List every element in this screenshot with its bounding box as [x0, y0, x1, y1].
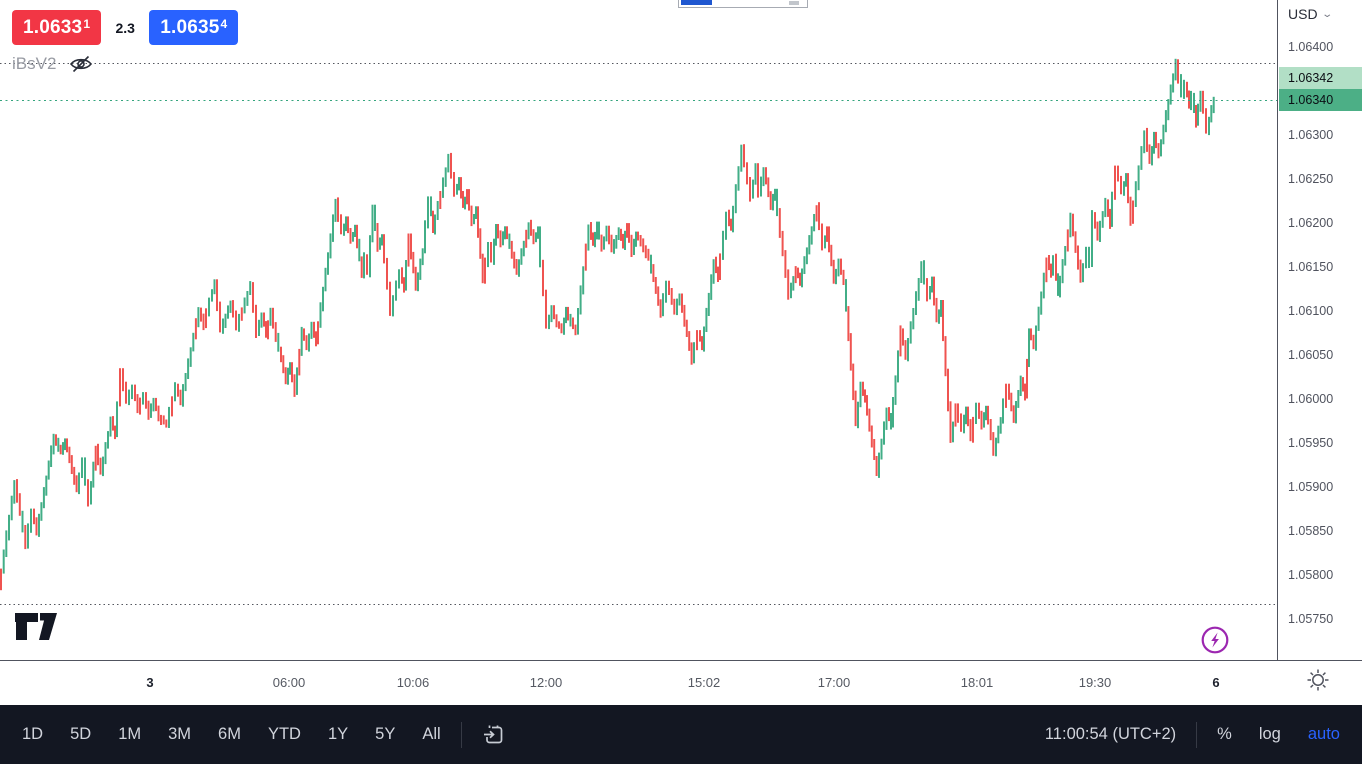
spread-value: 2.3: [115, 19, 135, 36]
tradingview-logo[interactable]: [15, 611, 61, 643]
price-tick: 1.05800: [1288, 568, 1334, 582]
toolbar-blue-segment: [681, 0, 712, 5]
price-tick: 1.06150: [1288, 260, 1334, 274]
eye-hidden-icon[interactable]: [68, 54, 94, 74]
bid-price-pip: 1: [83, 16, 91, 31]
high-price-label: 1.06342: [1279, 67, 1362, 89]
price-tick: 1.06200: [1288, 216, 1334, 230]
ask-price: 1.0635: [160, 16, 220, 38]
time-tick: 17:00: [817, 675, 851, 690]
indicator-name: iBsV2: [12, 54, 57, 73]
indicator-legend: iBsV2: [12, 54, 94, 74]
time-tick: 3: [146, 675, 154, 690]
auto-scale-button[interactable]: auto: [1307, 725, 1340, 743]
time-axis[interactable]: 3 06:00 10:06 12:00 15:02 17:00 18:01 19:30 6: [0, 660, 1362, 705]
time-tick: 19:30: [1078, 675, 1112, 690]
price-tick: 1.06300: [1288, 128, 1334, 142]
time-tick: 12:00: [529, 675, 563, 690]
log-scale-button[interactable]: log: [1258, 725, 1281, 743]
toolbar-divider: [1196, 721, 1198, 748]
last-price-label: 1.06340: [1279, 89, 1362, 111]
time-tick: 18:01: [960, 675, 994, 690]
price-scale-settings-gear-icon[interactable]: [1306, 668, 1330, 692]
range-button-6m[interactable]: 6M: [218, 725, 241, 743]
ask-price-pip: 4: [220, 16, 228, 31]
percent-scale-button[interactable]: %: [1217, 725, 1232, 743]
currency-label: USD: [1288, 6, 1318, 22]
price-tick: 1.05950: [1288, 436, 1334, 450]
bid-price-button[interactable]: 1.0633 1: [12, 10, 102, 45]
price-tick: 1.06100: [1288, 304, 1334, 318]
floating-toolbar-cutoff[interactable]: [678, 0, 808, 8]
session-clock[interactable]: 11:00:54 (UTC+2): [1044, 725, 1177, 743]
range-button-5d[interactable]: 5D: [70, 725, 92, 743]
time-tick: 06:00: [272, 675, 306, 690]
scale-buttons: % log auto: [1217, 725, 1340, 744]
price-tick: 1.05900: [1288, 480, 1334, 494]
price-tick: 1.05850: [1288, 524, 1334, 538]
low-price-dotted-line: [0, 604, 1277, 605]
date-range-buttons: 1D 5D 1M 3M 6M YTD 1Y 5Y All: [22, 725, 441, 744]
ask-price-button[interactable]: 1.0635 4: [149, 10, 239, 45]
range-button-1d[interactable]: 1D: [22, 725, 44, 743]
go-to-date-calendar-icon[interactable]: [482, 723, 506, 747]
toolbar-gray-segment: [789, 1, 799, 5]
range-button-1m[interactable]: 1M: [118, 725, 142, 743]
price-tick: 1.06400: [1288, 40, 1334, 54]
high-price-dotted-line: [0, 63, 1277, 64]
price-tick: 1.06050: [1288, 348, 1334, 362]
quote-bar: 1.0633 1 2.3 1.0635 4: [12, 10, 239, 45]
range-button-1y[interactable]: 1Y: [327, 725, 349, 743]
bid-price: 1.0633: [23, 16, 83, 38]
range-button-3m[interactable]: 3M: [168, 725, 192, 743]
price-tick: 1.05750: [1288, 612, 1334, 626]
last-price-dotted-line: [0, 100, 1277, 101]
currency-dropdown[interactable]: USD ⌄: [1288, 6, 1333, 22]
range-button-ytd[interactable]: YTD: [267, 725, 301, 743]
price-axis[interactable]: USD ⌄ 1.06400 1.06300 1.06250 1.06200 1.0615…: [1277, 0, 1362, 660]
bottom-toolbar: 1D 5D 1M 3M 6M YTD 1Y 5Y All 11:00:54 (UTC+2) % …: [0, 705, 1362, 764]
range-button-5y[interactable]: 5Y: [375, 725, 396, 743]
toolbar-divider: [460, 721, 462, 748]
price-tick: 1.06250: [1288, 172, 1334, 186]
time-tick: 6: [1212, 675, 1220, 690]
chevron-down-icon: ⌄: [1320, 8, 1333, 20]
candlestick-chart[interactable]: [0, 0, 1277, 660]
time-tick: 15:02: [687, 675, 721, 690]
lightning-bolt-icon[interactable]: [1200, 625, 1230, 655]
range-button-all[interactable]: All: [422, 725, 441, 743]
price-tick: 1.06000: [1288, 392, 1334, 406]
time-tick: 10:06: [396, 675, 430, 690]
